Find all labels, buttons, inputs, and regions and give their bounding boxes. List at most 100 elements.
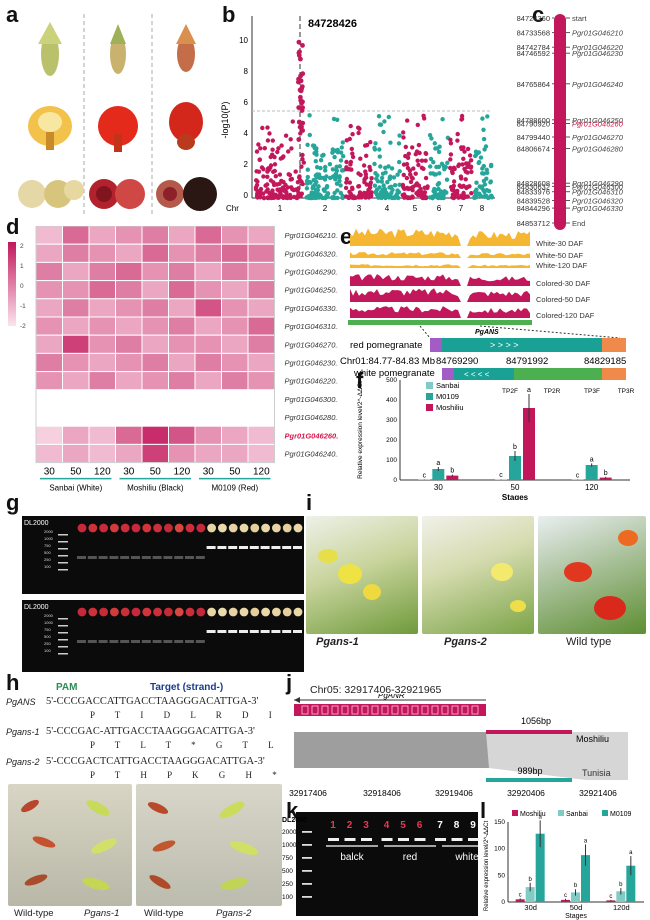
- heatmap-cell: [221, 425, 249, 445]
- manhattan-point: [388, 140, 393, 145]
- fruit-dot: [110, 523, 119, 533]
- fruit-dot: [153, 523, 163, 533]
- manhattan-point: [427, 133, 433, 138]
- gel-bottom-marker: DL2000: [24, 604, 49, 611]
- exon-box: [361, 705, 369, 715]
- seq-label-pgans1: Pgans-1: [6, 727, 40, 737]
- k-gel-band: [398, 838, 409, 841]
- manhattan-point: [307, 113, 312, 118]
- significance-letter: b: [450, 468, 454, 475]
- manhattan-point: [416, 162, 421, 168]
- heatmap-cell: [247, 226, 275, 245]
- heatmap-cell: [115, 443, 143, 464]
- manhattan-point: [486, 188, 492, 194]
- heatmap-cell: [115, 407, 143, 427]
- manhattan-point: [332, 190, 337, 196]
- manhattan-point: [411, 166, 416, 171]
- manhattan-point: [310, 185, 315, 191]
- manhattan-point: [455, 138, 460, 143]
- gel-band: [239, 630, 248, 633]
- fruit-dot: [185, 607, 195, 617]
- manhattan-point: [423, 158, 428, 163]
- ytick: 6: [244, 98, 249, 107]
- significance-letter: c: [499, 472, 503, 479]
- manhattan-point: [440, 190, 445, 195]
- exon-box: [331, 705, 339, 715]
- k-ladder-size: 2000: [282, 829, 297, 836]
- k-ladder-band: [302, 870, 312, 872]
- gel-band: [195, 556, 205, 559]
- exon-box: [391, 705, 399, 715]
- manhattan-point: [425, 184, 430, 189]
- manhattan-point: [327, 162, 333, 167]
- manhattan-point: [476, 160, 481, 166]
- manhattan-point: [256, 142, 261, 147]
- manhattan-point: [479, 184, 485, 189]
- manhattan-point: [377, 185, 382, 190]
- fruit-dot: [272, 607, 281, 617]
- legend-tick: 0: [20, 283, 24, 290]
- manhattan-point: [481, 171, 487, 176]
- aa-pgans1: P T L T * G T L: [90, 740, 283, 750]
- manhattan-point: [428, 156, 434, 162]
- manhattan-point: [408, 195, 413, 201]
- manhattan-point: [461, 195, 466, 201]
- fruit-dot: [174, 607, 184, 617]
- manhattan-point: [402, 192, 407, 197]
- manhattan-point: [465, 164, 470, 169]
- group-label: M0109 (Red): [211, 484, 258, 493]
- fruit-black-icon: [89, 179, 145, 209]
- gel-band: [185, 640, 194, 643]
- flower-black-icon: [98, 106, 138, 152]
- manhattan-point: [465, 170, 470, 175]
- manhattan-point: [344, 194, 349, 199]
- alignment-block-gap: [486, 732, 628, 780]
- peak-point: [300, 128, 305, 133]
- chr-tick: 4: [385, 204, 390, 213]
- manhattan-point: [372, 161, 377, 167]
- ytick: 8: [244, 67, 249, 76]
- manhattan-point: [397, 133, 402, 138]
- xtick: 30: [434, 483, 443, 492]
- manhattan-point: [262, 146, 267, 151]
- manhattan-point: [294, 195, 299, 200]
- manhattan-point: [300, 156, 305, 162]
- manhattan-point: [298, 193, 303, 199]
- manhattan-point: [435, 182, 440, 187]
- heatmap-cell: [88, 352, 116, 373]
- manhattan-point: [401, 135, 406, 140]
- heatmap-cell: [194, 243, 222, 263]
- heatmap-cell: [247, 261, 275, 282]
- gel-band: [206, 630, 216, 633]
- heatmap-cell: [168, 280, 196, 300]
- manhattan-point: [389, 166, 395, 171]
- ladder-band: [58, 639, 68, 641]
- heatmap-cell: [35, 425, 63, 445]
- gene-position: 84830632: [517, 182, 550, 191]
- primer-label: TP3R: [618, 388, 635, 395]
- heatmap-cell: [88, 334, 116, 354]
- peak-point: [299, 124, 304, 130]
- manhattan-point: [408, 179, 414, 185]
- panel-label-g: g: [6, 490, 20, 515]
- primer-label: TP2F: [502, 388, 518, 395]
- manhattan-point: [403, 144, 408, 150]
- legend-tick: 2: [20, 243, 24, 250]
- chr-tick: 7: [459, 204, 464, 213]
- exon-box: [431, 705, 439, 715]
- heatmap-cell: [88, 261, 116, 282]
- bar: [626, 865, 636, 902]
- group-name: balck: [340, 852, 364, 863]
- legend-swatch: [426, 393, 433, 400]
- lane-number: 2: [347, 820, 353, 831]
- xtick: 50: [511, 483, 520, 492]
- heatmap-gene-label: Pgr01G046250.1: [285, 286, 339, 295]
- manhattan-point: [265, 166, 271, 171]
- heatmap-cell: [247, 407, 275, 427]
- manhattan-point: [349, 167, 354, 172]
- manhattan-point: [312, 182, 318, 187]
- fruit-dot: [164, 523, 173, 533]
- heatmap-cell: [62, 352, 90, 373]
- panel-label-b: b: [222, 2, 236, 27]
- fruit-dot: [218, 607, 227, 617]
